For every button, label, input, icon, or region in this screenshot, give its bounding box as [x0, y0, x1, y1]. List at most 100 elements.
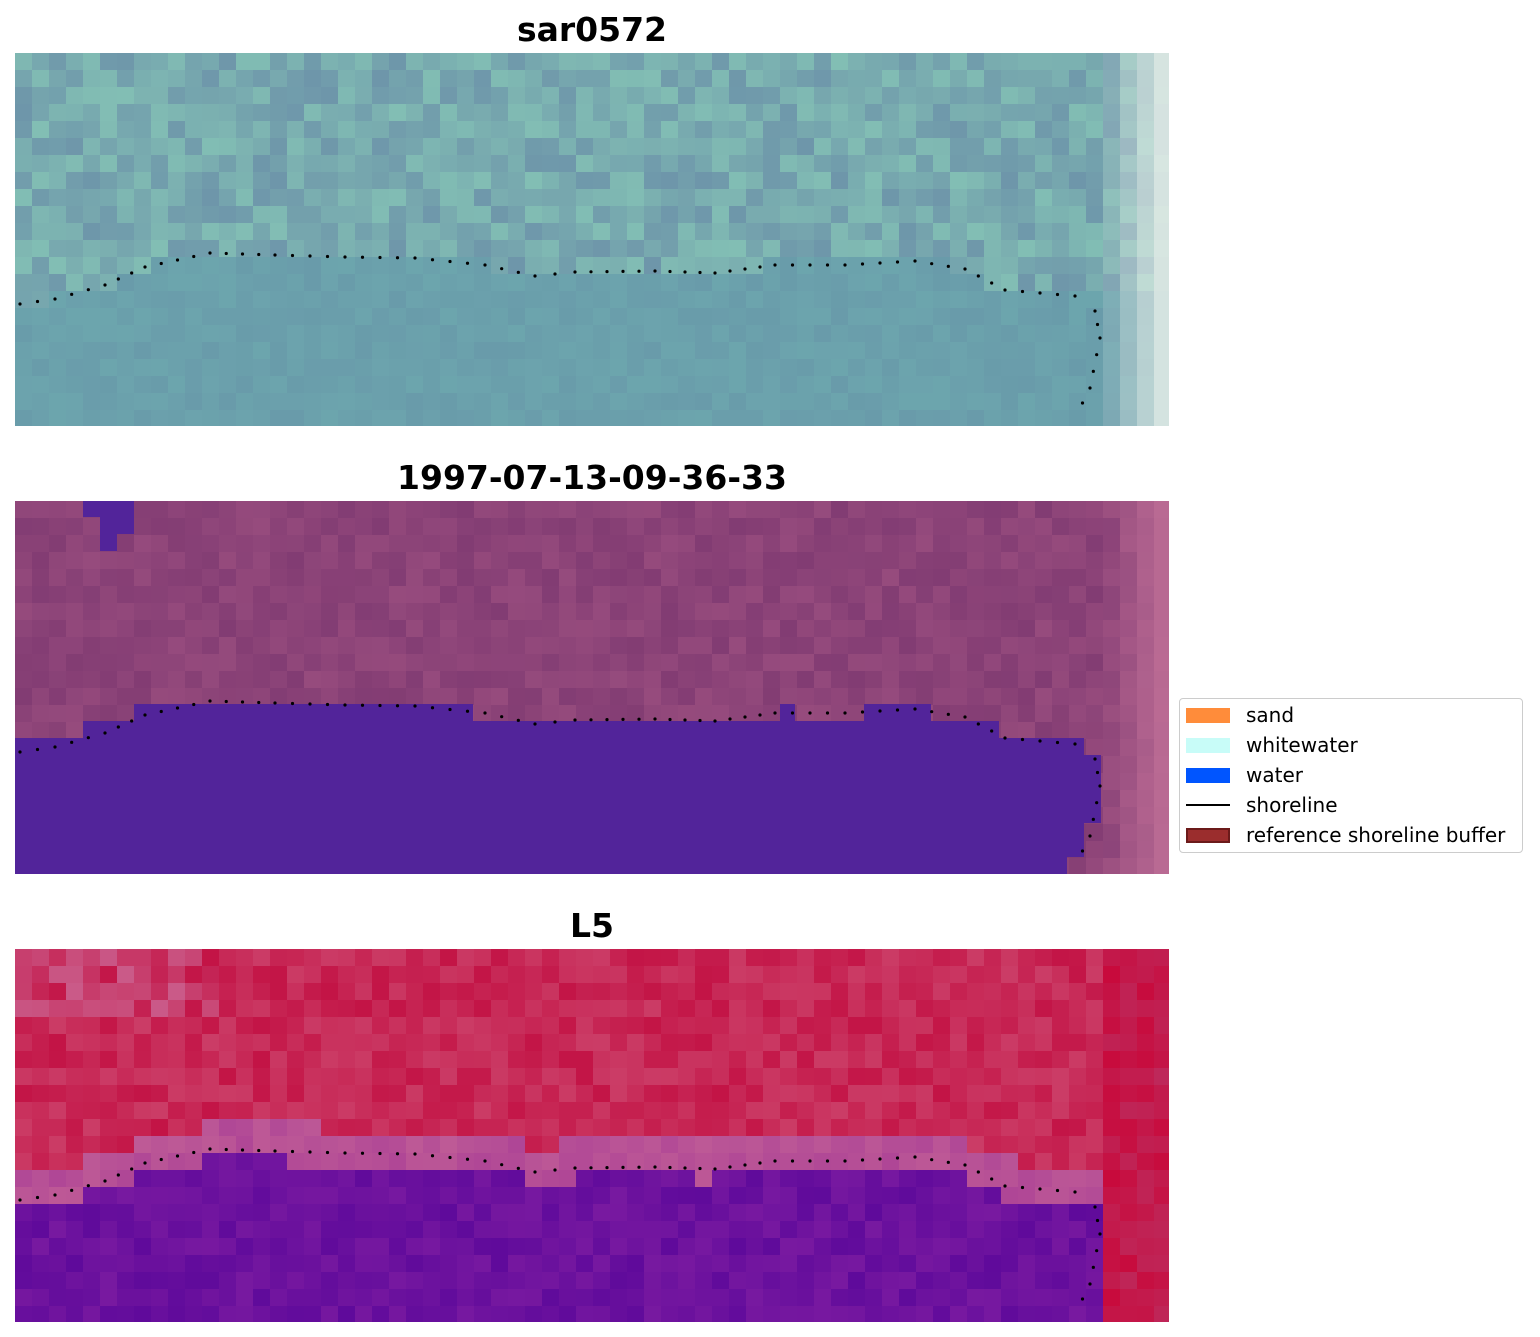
- shoreline-dot: [713, 719, 717, 723]
- shoreline-dot: [1095, 353, 1099, 357]
- shoreline-dot: [1080, 401, 1085, 405]
- shoreline-dot: [143, 1161, 147, 1165]
- shoreline-dot: [208, 251, 212, 255]
- shoreline-dot: [573, 270, 577, 274]
- shoreline-dot: [257, 1148, 261, 1153]
- shoreline-dot: [70, 292, 74, 296]
- shoreline-dot: [192, 702, 196, 707]
- shoreline-dot: [500, 715, 504, 719]
- shoreline-dot: [930, 710, 934, 714]
- shoreline-dot: [175, 1154, 180, 1158]
- shoreline-dot: [605, 718, 609, 722]
- shoreline-dot: [668, 269, 672, 274]
- shoreline-dot: [1003, 736, 1007, 740]
- shoreline-dot: [637, 1165, 641, 1169]
- shoreline-dot: [808, 263, 812, 267]
- shoreline-dot: [843, 711, 847, 715]
- shoreline-dot: [159, 1157, 163, 1162]
- shoreline-dot: [743, 715, 747, 719]
- shoreline-dot: [773, 1159, 777, 1163]
- shoreline-dot: [1055, 1188, 1060, 1193]
- shoreline-dot: [878, 709, 882, 713]
- legend-item-water: water: [1186, 763, 1303, 787]
- shoreline-dot: [325, 1150, 330, 1155]
- shoreline-dot: [913, 259, 917, 263]
- shoreline-dot: [878, 261, 882, 265]
- shoreline-dot: [1020, 737, 1025, 742]
- shoreline-dot: [1093, 1205, 1097, 1209]
- shoreline-dot: [533, 274, 537, 278]
- legend-item-shoreline: shoreline: [1186, 793, 1338, 817]
- shoreline-dot: [343, 703, 347, 707]
- shoreline-dot: [103, 1179, 107, 1183]
- shoreline-dot: [758, 265, 762, 269]
- shoreline-dot: [860, 262, 865, 266]
- shoreline-dot: [553, 720, 557, 724]
- shoreline-dot: [913, 1155, 917, 1159]
- shoreline-dot: [18, 1198, 22, 1202]
- shoreline-dot: [637, 717, 641, 721]
- shoreline-dot: [878, 1157, 882, 1161]
- legend-label: sand: [1246, 703, 1295, 727]
- shoreline-dot: [224, 251, 228, 256]
- shoreline-dot: [516, 718, 520, 722]
- shoreline-dot: [465, 261, 470, 265]
- shoreline-dot: [240, 700, 245, 704]
- shoreline-dot: [35, 747, 40, 752]
- shoreline-dot: [728, 717, 732, 721]
- shoreline-dot: [758, 1161, 762, 1165]
- shoreline-dot: [465, 709, 470, 713]
- shoreline-dot: [589, 1166, 593, 1170]
- shoreline-dot: [589, 718, 593, 722]
- shoreline-dot: [895, 260, 900, 264]
- shoreline-dot: [103, 731, 107, 735]
- shoreline-dot: [946, 264, 950, 268]
- shoreline-dot: [378, 1151, 382, 1156]
- shoreline-dot: [573, 1166, 577, 1170]
- shoreline-dot: [698, 718, 702, 723]
- shoreline-dot: [621, 1165, 625, 1169]
- classified-image-panel: [15, 501, 1169, 874]
- shoreline-dot: [843, 1159, 847, 1163]
- shoreline-dot: [637, 269, 641, 273]
- shoreline-dot: [860, 1158, 865, 1162]
- shoreline-dot: [1093, 309, 1097, 313]
- shoreline-dot: [1073, 742, 1077, 746]
- shoreline-dotted-line: [18, 251, 1102, 405]
- shoreline-dot: [1088, 834, 1092, 838]
- panel-title-sar: sar0572: [516, 10, 668, 49]
- shoreline-dot: [130, 1167, 134, 1171]
- whitewater-swatch: [1186, 737, 1230, 753]
- shoreline-dot: [976, 274, 980, 278]
- shoreline-dot: [208, 699, 212, 703]
- shoreline-dot: [1088, 1282, 1092, 1286]
- shoreline-dot: [743, 1163, 747, 1167]
- shoreline-dot: [728, 1165, 732, 1169]
- shoreline-dot: [1038, 739, 1042, 743]
- shoreline-dot: [192, 254, 196, 259]
- shoreline-dot: [343, 255, 347, 259]
- shoreline-dot: [963, 267, 967, 271]
- legend-item-sand: sand: [1186, 703, 1294, 727]
- water-swatch: [1186, 767, 1230, 783]
- shoreline-dot: [743, 267, 747, 271]
- shoreline-dot: [224, 699, 228, 704]
- shoreline-dot: [175, 258, 180, 262]
- shoreline-dot: [653, 269, 657, 273]
- water-classification-region: [15, 704, 1101, 874]
- shoreline-dot: [930, 262, 934, 266]
- shoreline-dot: [343, 1151, 347, 1155]
- shoreline-dot: [683, 270, 687, 274]
- shoreline-dot: [1088, 386, 1092, 390]
- shoreline-dot: [35, 1195, 40, 1200]
- shoreline-dot: [308, 702, 312, 706]
- shoreline-dot: [605, 270, 609, 274]
- shoreline-dot: [70, 1188, 74, 1192]
- shoreline-dot: [35, 299, 40, 304]
- shoreline-dot: [448, 259, 452, 264]
- shoreline-dot: [483, 1159, 487, 1163]
- shoreline-dot: [116, 1173, 120, 1177]
- shoreline-dot: [86, 1184, 90, 1188]
- shoreline-dot: [1073, 294, 1077, 298]
- shoreline-dot: [290, 1149, 295, 1154]
